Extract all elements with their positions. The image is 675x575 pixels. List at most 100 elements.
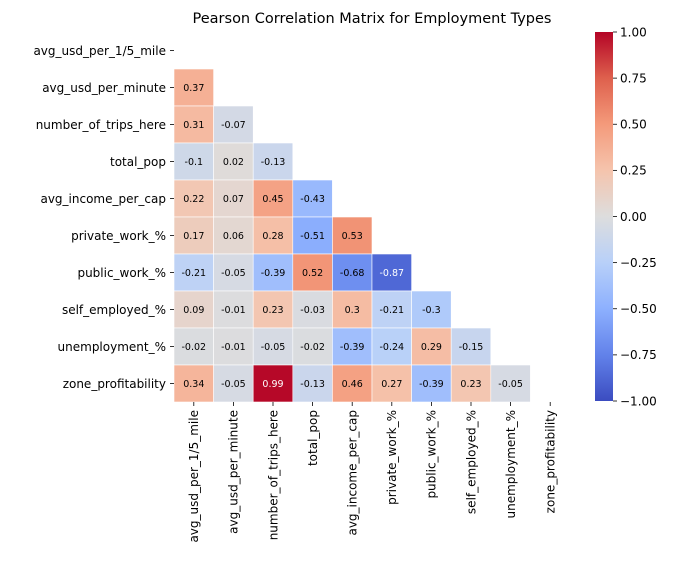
x-tick-label: avg_usd_per_1/5_mile (187, 410, 201, 543)
cell-value-label: -0.39 (419, 379, 444, 390)
heatmap-cell (252, 327, 294, 366)
cell-value-label: 0.17 (183, 231, 204, 242)
heatmap-cells (173, 68, 531, 403)
heatmap-cell (213, 290, 254, 329)
x-tick-label: avg_usd_per_minute (227, 410, 241, 534)
heatmap-cell (292, 290, 333, 329)
cell-value-label: -0.02 (300, 342, 325, 353)
cell-value-label: -0.68 (340, 268, 365, 279)
colorbar-tick-label: 0.00 (620, 210, 647, 224)
cell-value-label: 0.07 (223, 194, 244, 205)
colorbar: 1.00 0.75 0.50 0.25 0.00 −0.25 −0.50 −0.75 −1.00 (595, 25, 657, 408)
heatmap-cell (173, 290, 214, 329)
cell-value-label: 0.29 (421, 342, 442, 353)
cell-value-label: -0.07 (221, 120, 246, 131)
cell-value-label: 0.23 (262, 305, 283, 316)
cell-value-label: -0.51 (300, 231, 325, 242)
heatmap-cell (411, 290, 452, 329)
heatmap-cell (173, 105, 214, 144)
x-axis-tick-labels: avg_usd_per_1/5_mile avg_usd_per_minute nu… (187, 402, 558, 543)
colorbar-tick-label: −0.75 (620, 348, 657, 362)
y-tick-label: unemployment_% (58, 340, 166, 354)
cell-value-label: 0.99 (262, 379, 283, 390)
heatmap-cell (450, 327, 492, 366)
x-tick-label: private_work_% (385, 410, 399, 505)
heatmap-cell (213, 179, 254, 218)
y-tick-label: zone_profitability (63, 377, 166, 391)
cell-value-label: 0.45 (262, 194, 283, 205)
cell-value-label: 0.02 (223, 157, 244, 168)
heatmap-cell (252, 364, 294, 403)
cell-value-label: 0.46 (342, 379, 363, 390)
x-tick-label: unemployment_% (504, 410, 518, 518)
y-tick-label: self_employed_% (62, 303, 166, 317)
heatmap-cell (213, 364, 254, 403)
cell-value-label: -0.39 (340, 342, 365, 353)
x-tick-label: zone_profitability (544, 410, 558, 513)
heatmap-cell (213, 253, 254, 292)
cell-value-label: 0.31 (183, 120, 204, 131)
x-tick-label: avg_income_per_cap (346, 410, 360, 536)
heatmap-cell (292, 253, 333, 292)
x-tick-label: self_employed_% (464, 410, 478, 514)
cell-value-label: -0.21 (380, 305, 405, 316)
heatmap-cell (371, 290, 412, 329)
cell-value-label: -0.87 (380, 268, 405, 279)
heatmap-cell (332, 253, 373, 292)
cell-value-label: 0.09 (183, 305, 204, 316)
x-tick-label: total_pop (306, 410, 320, 466)
heatmap-cell (213, 105, 254, 144)
cell-value-label: -0.13 (300, 379, 325, 390)
y-axis-tick-labels: avg_usd_per_1/5_mile avg_usd_per_minutenu… (33, 44, 174, 391)
heatmap-cell (252, 253, 294, 292)
cell-value-label: 0.06 (223, 231, 244, 242)
heatmap-cell (490, 364, 531, 403)
cell-value-label: 0.28 (262, 231, 283, 242)
cell-value-label: -0.02 (182, 342, 207, 353)
heatmap-cell (173, 364, 214, 403)
cell-value-label: -0.39 (261, 268, 286, 279)
cell-value-label: -0.01 (221, 305, 246, 316)
y-tick-label: avg_income_per_cap (40, 192, 166, 206)
cell-value-label: -0.13 (261, 157, 286, 168)
heatmap-cell (371, 364, 412, 403)
y-tick-label: number_of_trips_here (36, 118, 166, 132)
cell-value-label: -0.05 (498, 379, 523, 390)
heatmap-cell (252, 142, 294, 181)
cell-value-label: 0.3 (345, 305, 360, 316)
x-tick-label: number_of_trips_here (266, 410, 280, 540)
colorbar-gradient (595, 32, 613, 401)
y-tick-label: avg_usd_per_1/5_mile (33, 44, 166, 58)
heatmap-cell (292, 179, 333, 218)
heatmap-cell (173, 327, 214, 366)
cell-value-label: 0.34 (183, 379, 204, 390)
heatmap-cell (371, 253, 412, 292)
y-tick-label: private_work_% (71, 229, 166, 243)
colorbar-tick-label: 0.50 (620, 118, 647, 132)
heatmap-cell-labels: 0.37 0.31 -0.07 -0.1 0.02 -0.13 0.22 0.07 0.45 -0… (182, 83, 523, 390)
cell-value-label: -0.05 (261, 342, 286, 353)
cell-value-label: -0.24 (380, 342, 405, 353)
cell-value-label: 0.37 (183, 83, 204, 94)
cell-value-label: -0.1 (185, 157, 204, 168)
cell-value-label: 0.53 (342, 231, 363, 242)
cell-value-label: -0.21 (182, 268, 207, 279)
colorbar-tick-label: 0.75 (620, 71, 647, 85)
chart-title: Pearson Correlation Matrix for Employmen… (193, 11, 552, 27)
colorbar-tick-label: −0.25 (620, 256, 657, 270)
heatmap-cell (411, 364, 452, 403)
heatmap-cell (292, 216, 333, 255)
y-tick-label: total_pop (110, 155, 166, 169)
colorbar-tick-label: 0.25 (620, 164, 647, 178)
colorbar-tick-label: −1.00 (620, 394, 657, 408)
cell-value-label: 0.23 (460, 379, 481, 390)
heatmap-cell (173, 142, 214, 181)
cell-value-label: -0.01 (221, 342, 246, 353)
cell-value-label: -0.05 (221, 379, 246, 390)
heatmap-cell (292, 364, 333, 403)
y-tick-label: public_work_% (77, 266, 166, 280)
cell-value-label: -0.05 (221, 268, 246, 279)
cell-value-label: 0.52 (302, 268, 323, 279)
cell-value-label: -0.43 (300, 194, 325, 205)
